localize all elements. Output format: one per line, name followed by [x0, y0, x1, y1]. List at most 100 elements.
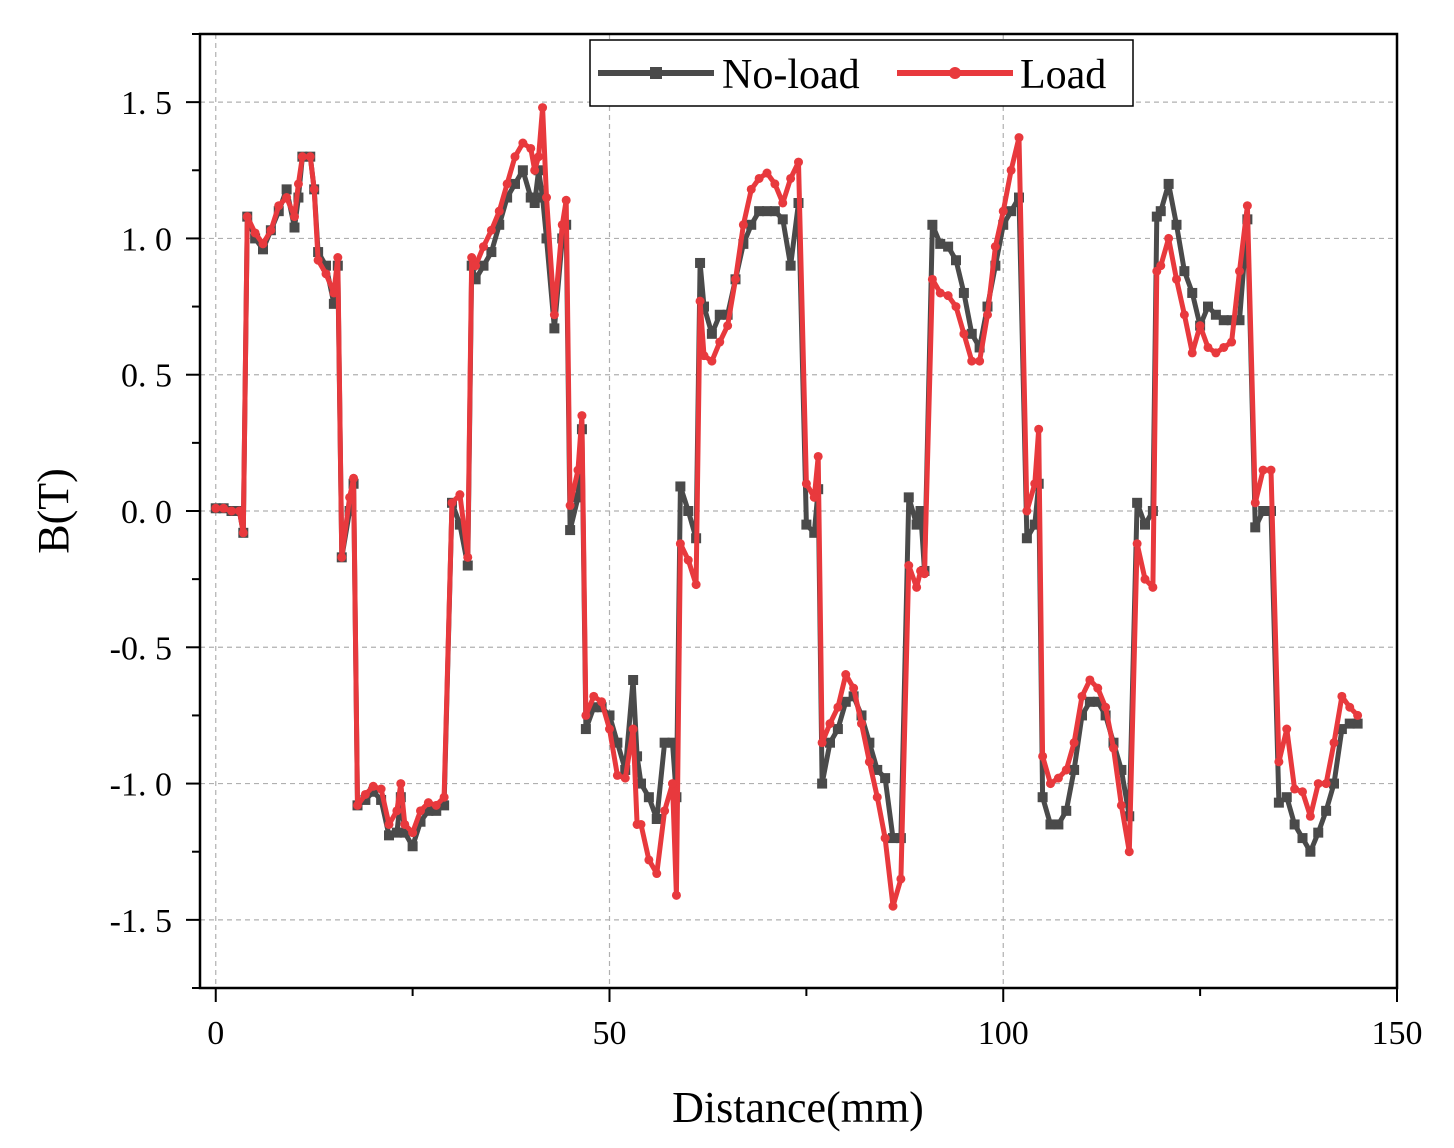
data-point-load — [1187, 348, 1197, 358]
data-point-load — [1034, 424, 1044, 434]
data-point-load — [368, 781, 378, 791]
data-point-load — [337, 552, 347, 562]
data-point-no-load — [1234, 315, 1245, 326]
data-point-load — [864, 757, 874, 767]
data-point-load — [912, 582, 922, 592]
data-point-load — [581, 710, 591, 720]
data-point-load — [731, 274, 740, 284]
data-point-load — [266, 225, 276, 235]
data-point-load — [1172, 274, 1181, 284]
data-point-load — [1053, 773, 1063, 783]
data-point-no-load — [927, 219, 938, 230]
data-point-no-load — [565, 525, 576, 536]
data-point-load — [671, 890, 681, 900]
data-point-no-load — [502, 192, 513, 203]
data-point-load — [1022, 506, 1032, 516]
data-point-load — [1124, 847, 1134, 857]
data-point-no-load — [864, 737, 875, 748]
data-point-load — [1148, 582, 1158, 592]
data-point-load — [502, 179, 512, 189]
x-tick-label: 100 — [978, 1015, 1029, 1052]
data-point-load — [238, 528, 248, 538]
data-point-no-load — [549, 323, 560, 334]
data-point-no-load — [1336, 724, 1347, 735]
data-point-load — [833, 702, 843, 712]
data-point-no-load — [777, 214, 788, 225]
data-point-load — [549, 310, 559, 320]
data-point-load — [1337, 691, 1347, 701]
data-point-load — [1250, 498, 1260, 508]
data-point-load — [561, 195, 571, 205]
data-point-load — [794, 157, 803, 167]
data-point-no-load — [1210, 309, 1221, 320]
data-point-no-load — [998, 219, 1009, 230]
data-point-no-load — [1061, 805, 1072, 816]
data-point-no-load — [872, 764, 883, 775]
data-point-no-load — [1273, 797, 1284, 808]
data-point-no-load — [1077, 710, 1087, 721]
data-point-load — [943, 291, 953, 301]
data-point-load — [786, 173, 796, 183]
data-point-no-load — [636, 778, 646, 789]
data-point-load — [695, 296, 705, 306]
data-point-load — [691, 580, 701, 590]
data-point-no-load — [1140, 519, 1150, 530]
data-point-load — [1321, 779, 1331, 789]
data-point-no-load — [643, 792, 654, 803]
data-point-load — [219, 503, 229, 513]
data-point-no-load — [1006, 206, 1017, 217]
data-point-load — [274, 201, 284, 211]
data-point-load — [1242, 201, 1252, 211]
data-point-no-load — [903, 492, 914, 503]
data-point-no-load — [785, 260, 796, 271]
data-point-load — [636, 819, 646, 829]
data-point-load — [668, 779, 677, 789]
data-point-load — [998, 206, 1008, 216]
x-tick-label: 50 — [593, 1015, 627, 1052]
data-point-load — [660, 806, 670, 816]
data-point-load — [392, 806, 402, 816]
data-point-no-load — [321, 260, 331, 271]
data-point-no-load — [1045, 819, 1056, 830]
data-point-load — [526, 143, 536, 153]
data-point-load — [589, 691, 599, 701]
data-point-load — [1353, 710, 1363, 720]
data-point-no-load — [659, 737, 670, 748]
data-point-no-load — [281, 184, 292, 195]
data-point-no-load — [1297, 833, 1308, 844]
data-point-load — [1227, 337, 1237, 347]
data-point-load — [467, 253, 477, 263]
data-point-load — [857, 719, 866, 729]
data-point-load — [652, 869, 662, 879]
data-point-load — [825, 719, 835, 729]
data-point-no-load — [1258, 506, 1269, 516]
data-point-load — [439, 792, 449, 802]
data-point-no-load — [915, 506, 926, 516]
data-point-load — [754, 173, 764, 183]
data-point-load — [975, 356, 985, 366]
data-point-no-load — [1218, 315, 1229, 326]
data-point-no-load — [407, 841, 418, 852]
y-axis-title: B(T) — [29, 468, 78, 554]
x-tick-label: 0 — [207, 1015, 224, 1052]
data-point-load — [1069, 738, 1079, 748]
data-point-load — [557, 220, 567, 230]
data-point-load — [577, 411, 587, 421]
data-point-load — [888, 901, 898, 911]
data-point-load — [349, 473, 359, 483]
data-point-load — [345, 492, 355, 502]
data-point-load — [494, 206, 504, 216]
data-point-no-load — [832, 724, 843, 735]
data-point-no-load — [1116, 764, 1127, 775]
data-point-no-load — [769, 206, 780, 217]
data-point-load — [715, 337, 725, 347]
data-point-load — [282, 193, 292, 203]
data-point-load — [801, 479, 811, 489]
data-point-no-load — [683, 506, 694, 516]
data-point-load — [534, 152, 544, 162]
data-point-load — [778, 198, 788, 208]
data-point-load — [423, 798, 433, 808]
data-point-no-load — [675, 481, 686, 492]
data-point-load — [1203, 342, 1213, 352]
data-point-load — [920, 569, 929, 579]
